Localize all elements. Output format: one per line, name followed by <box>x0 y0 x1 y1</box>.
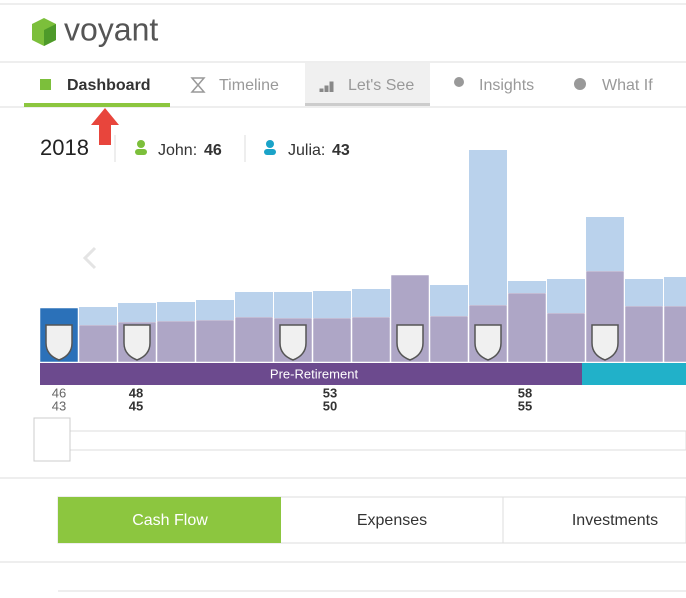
nav-tab[interactable]: What If <box>602 77 653 94</box>
letssee-icon <box>319 81 334 92</box>
nav-tab[interactable]: Dashboard <box>67 77 151 94</box>
phase-band-next <box>582 363 686 385</box>
year: 2018 <box>40 135 89 160</box>
whatif-icon <box>574 78 586 90</box>
bar-upper <box>586 217 624 271</box>
person-name: Julia: <box>288 142 325 159</box>
slider-handle[interactable] <box>33 417 71 462</box>
age-label: 48 <box>129 385 143 400</box>
bar-lower <box>351 316 391 363</box>
nav-hover-bg <box>305 63 430 104</box>
bar-lower <box>624 305 664 363</box>
nav-tab[interactable]: Insights <box>479 77 534 94</box>
person-icon <box>264 140 276 155</box>
prev-arrow[interactable] <box>82 246 97 270</box>
bar-lower <box>507 292 547 363</box>
person-age: 46 <box>204 142 222 159</box>
timeline-icon <box>190 77 206 93</box>
age-label: 58 <box>518 385 532 400</box>
insights-icon <box>454 77 464 87</box>
bottom-tab[interactable]: Expenses <box>357 512 427 529</box>
tab-active-bg <box>58 497 281 543</box>
nav-hover-underline <box>305 103 430 106</box>
age-label: 53 <box>323 385 337 400</box>
bar-lower <box>234 316 274 363</box>
age-label: 46 <box>52 385 66 400</box>
bar-lower <box>78 324 118 363</box>
phase-label: Pre-Retirement <box>270 366 359 381</box>
bar-upper <box>79 307 117 325</box>
person-name: John: <box>158 142 197 159</box>
bar-upper <box>274 292 312 318</box>
nav-tabs: Dashboard Timeline Let's See Insights Wh… <box>40 77 653 94</box>
slider-track <box>69 430 686 451</box>
bar-lower <box>546 312 586 363</box>
bar-lower <box>312 317 352 363</box>
person-age: 43 <box>332 142 350 159</box>
bar-lower <box>156 320 196 363</box>
dashboard-icon <box>40 79 51 90</box>
age-label: 50 <box>323 398 337 413</box>
bar-upper <box>508 281 546 293</box>
age-label: 55 <box>518 398 532 413</box>
nav-tab[interactable]: Let's See <box>348 77 414 94</box>
nav-tab[interactable]: Timeline <box>219 77 279 94</box>
bar-lower <box>195 319 235 363</box>
pointer-arrow <box>91 108 119 145</box>
logo-text: voyant <box>64 11 158 47</box>
bar-upper <box>547 279 585 313</box>
bar-upper <box>625 279 663 306</box>
milestone-shield <box>45 324 73 361</box>
milestone-shield <box>591 324 619 361</box>
milestones <box>45 324 619 361</box>
bar-upper <box>196 300 234 320</box>
bar-upper <box>157 302 195 321</box>
bar-upper <box>664 277 686 306</box>
age-label: 43 <box>52 398 66 413</box>
bottom-tab[interactable]: Cash Flow <box>132 512 208 529</box>
milestone-shield <box>279 324 307 361</box>
milestone-shield <box>396 324 424 361</box>
bar-upper <box>430 285 468 316</box>
bar-upper <box>469 150 507 305</box>
bar-upper <box>118 303 156 322</box>
age-label: 45 <box>129 398 143 413</box>
bar-upper <box>352 289 390 317</box>
logo-icon <box>32 18 56 46</box>
milestone-shield <box>474 324 502 361</box>
bar-upper <box>235 292 273 317</box>
bar-upper <box>313 291 351 318</box>
bottom-tab[interactable]: Investments <box>572 512 658 529</box>
phase-band <box>40 363 582 385</box>
bar-lower <box>663 305 686 363</box>
bar-lower <box>429 315 469 363</box>
nav-active-underline <box>24 103 170 107</box>
milestone-shield <box>123 324 151 361</box>
person-icon <box>135 140 147 155</box>
